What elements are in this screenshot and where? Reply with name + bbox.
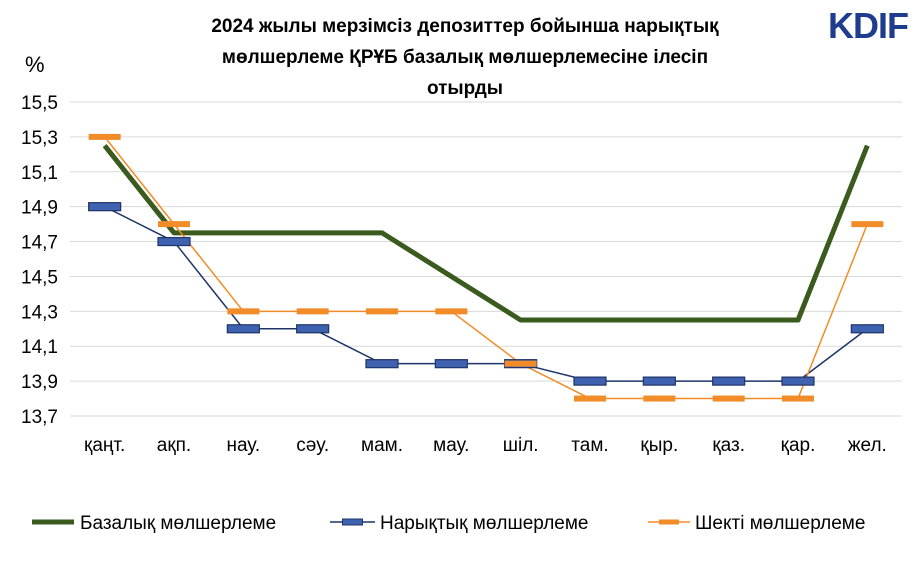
data-point-marker: [851, 221, 884, 228]
x-tick-label: мам.: [361, 435, 403, 456]
kdif-logo: KDIF: [828, 5, 908, 46]
legend-label: Базалық мөлшерлеме: [80, 513, 276, 534]
x-tick-label: там.: [571, 435, 608, 456]
x-tick-label: сәу.: [296, 435, 329, 456]
x-tick-label: қыр.: [640, 435, 678, 456]
data-point-marker: [296, 324, 330, 334]
data-point-marker: [712, 395, 745, 402]
legend-swatch-marker: [342, 518, 363, 526]
y-tick-label: 14,7: [21, 233, 58, 254]
series-line-3: [104, 136, 869, 400]
data-point-marker: [574, 395, 606, 402]
gridlines: [70, 101, 902, 417]
data-point-marker: [227, 308, 260, 315]
y-tick-label: 13,9: [21, 372, 58, 393]
x-tick-label: қаз.: [712, 435, 745, 456]
x-tick-label: жел.: [848, 435, 887, 456]
data-point-marker: [781, 376, 815, 386]
legend-label: Шекті мөлшерлеме: [695, 513, 865, 534]
series-line-1: [102, 144, 870, 323]
data-point-marker: [573, 376, 607, 386]
legend: Базалық мөлшерлеме Нарықтық мөлшерлеме Шек…: [32, 513, 865, 534]
y-axis-unit-label: %: [25, 52, 45, 77]
x-tick-label: шіл.: [503, 435, 539, 456]
series-markers: [88, 133, 884, 402]
y-axis-tick-labels: 15,5 15,3 15,1 14,9 14,7 14,5 14,3 14,1 13,9 13,7: [21, 93, 58, 428]
y-tick-label: 14,1: [21, 337, 58, 358]
data-point-marker: [366, 308, 398, 315]
x-tick-label: ақп.: [157, 435, 191, 456]
x-tick-label: нау.: [226, 435, 260, 456]
series-lines: [102, 136, 870, 400]
x-tick-label: қар.: [781, 435, 816, 456]
data-point-marker: [434, 359, 468, 369]
data-point-marker: [712, 376, 746, 386]
x-tick-label: қаңт.: [84, 435, 125, 456]
data-point-marker: [782, 395, 814, 402]
data-point-marker: [504, 360, 537, 367]
y-tick-label: 15,5: [21, 93, 58, 114]
y-tick-label: 13,7: [21, 407, 58, 428]
data-point-marker: [435, 308, 468, 315]
data-point-marker: [642, 376, 676, 386]
data-point-marker: [643, 395, 676, 402]
data-point-marker: [88, 202, 122, 212]
chart-title-line-1: 2024 жылы мерзімсіз депозиттер бойынша н…: [211, 16, 719, 37]
chart-title: 2024 жылы мерзімсіз депозиттер бойынша н…: [211, 16, 719, 99]
chart-title-line-2: мөлшерлеме ҚРҰБ базалық мөлшерлемесіне і…: [222, 47, 708, 68]
data-point-marker: [365, 359, 399, 369]
legend-label: Нарықтық мөлшерлеме: [380, 513, 589, 534]
chart-title-line-3: отырды: [427, 78, 503, 99]
legend-swatch-marker: [659, 519, 679, 525]
data-point-marker: [158, 221, 190, 228]
y-tick-label: 14,3: [21, 302, 58, 323]
data-point-marker: [850, 324, 884, 334]
data-point-marker: [296, 308, 329, 315]
x-axis-tick-labels: қаңт. ақп. нау. сәу. мам. мау. шіл. там. қыр. қаз…: [84, 435, 887, 456]
y-tick-label: 15,3: [21, 128, 58, 149]
x-tick-label: мау.: [433, 435, 469, 456]
y-tick-label: 14,9: [21, 198, 58, 219]
y-tick-label: 15,1: [21, 163, 58, 184]
data-point-marker: [157, 236, 191, 247]
data-point-marker: [226, 324, 260, 334]
data-point-marker: [88, 133, 121, 140]
y-tick-label: 14,5: [21, 267, 58, 288]
